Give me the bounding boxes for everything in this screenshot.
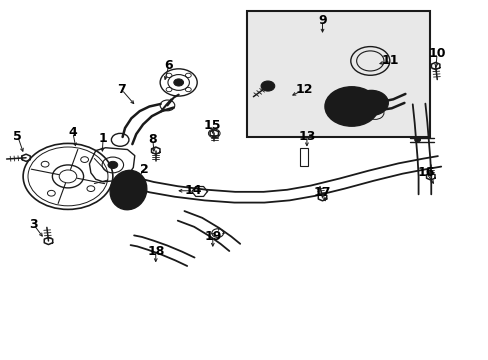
Bar bbox=[246, 12, 429, 137]
Text: 16: 16 bbox=[416, 166, 434, 179]
Circle shape bbox=[108, 161, 118, 168]
Text: 11: 11 bbox=[381, 54, 399, 67]
Circle shape bbox=[261, 81, 274, 91]
Text: 7: 7 bbox=[117, 83, 126, 96]
Bar bbox=[300, 148, 307, 166]
Text: 19: 19 bbox=[203, 230, 221, 243]
Text: 6: 6 bbox=[164, 59, 173, 72]
Text: 8: 8 bbox=[148, 133, 157, 146]
Ellipse shape bbox=[110, 170, 146, 210]
Text: 12: 12 bbox=[295, 83, 312, 96]
Text: 10: 10 bbox=[427, 47, 445, 60]
Text: 17: 17 bbox=[313, 186, 330, 199]
Text: 1: 1 bbox=[99, 132, 107, 145]
Text: 14: 14 bbox=[184, 184, 202, 197]
Text: 5: 5 bbox=[13, 130, 22, 143]
Text: 2: 2 bbox=[140, 163, 149, 176]
Text: 4: 4 bbox=[68, 126, 77, 139]
Text: 9: 9 bbox=[318, 14, 326, 27]
Text: 13: 13 bbox=[298, 130, 315, 143]
Circle shape bbox=[173, 79, 183, 86]
Text: 18: 18 bbox=[147, 244, 164, 257]
Circle shape bbox=[414, 138, 420, 142]
Text: 15: 15 bbox=[203, 119, 221, 132]
Circle shape bbox=[325, 87, 378, 126]
Circle shape bbox=[353, 90, 387, 116]
Text: 3: 3 bbox=[29, 218, 38, 231]
